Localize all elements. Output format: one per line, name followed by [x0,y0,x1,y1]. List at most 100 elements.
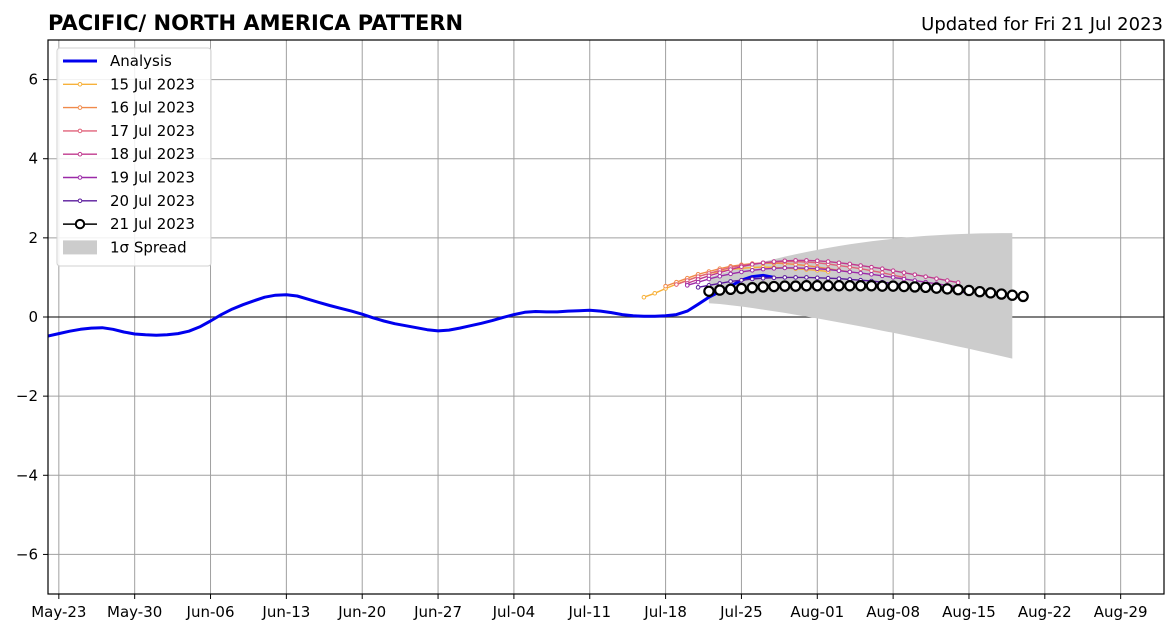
legend-label: 19 Jul 2023 [110,169,195,187]
legend-handle-marker [77,128,83,134]
forecast-point [847,269,853,275]
forecast-point [955,280,961,285]
plot-frame [47,39,1165,595]
current-forecast-point [876,280,888,292]
y-tick-label: 6 [28,71,38,89]
current-forecast-point [941,283,954,295]
forecast-point [717,270,723,275]
current-forecast-point [854,280,867,292]
current-forecast-point [963,284,975,297]
forecast-point [717,273,723,279]
legend-handle-marker [77,151,83,157]
forecast-line [676,260,905,286]
current-forecast-point [811,280,823,292]
forecast-point [869,271,874,277]
current-forecast-point [919,281,932,294]
x-tick-label: Aug-08 [866,603,920,621]
current-forecast-point [930,282,943,294]
forecast-point [771,266,777,271]
forecast-point [836,268,842,274]
forecast-point [890,268,896,274]
current-forecast-point [952,283,964,296]
forecast-point [923,274,928,279]
y-tick-label: −4 [16,466,38,484]
forecast-point [749,276,755,282]
forecast-series [684,258,961,286]
x-tick-label: Jul-18 [643,603,687,621]
forecast-point [825,267,831,272]
updated-date: Updated for Fri 21 Jul 2023 [921,14,1163,35]
forecast-point [739,277,744,283]
x-tick-label: Jun-27 [413,603,462,621]
current-forecast-point [822,280,834,292]
legend-handle-spread [63,240,97,255]
forecast-point [674,282,679,287]
forecast-point [739,269,744,275]
legend-handle-current-marker [74,218,86,230]
current-forecast-point [887,280,899,292]
y-tick-label: 2 [28,229,38,247]
legend-label: 18 Jul 2023 [110,145,195,163]
plot-series [48,233,1029,359]
forecast-point [814,275,820,281]
forecast-point [782,265,788,271]
forecast-point [901,276,907,282]
forecast-point [793,275,798,280]
forecast-point [825,275,831,281]
legend-label: 1σ Spread [110,238,187,256]
forecast-point [879,266,885,272]
forecast-point [652,290,658,296]
forecast-point [890,275,896,280]
forecast-point [695,279,701,285]
x-tick-label: Aug-01 [790,603,844,621]
forecast-point [760,260,766,266]
current-forecast-point [909,281,921,293]
legend-label: 16 Jul 2023 [110,99,195,117]
legend: Analysis 15 Jul 2023 16 Jul 2023 17 Jul 202… [56,47,212,267]
current-forecast-point [703,285,715,297]
forecast-point [728,267,733,272]
forecast-point [945,278,950,283]
current-forecast-point [789,280,802,292]
legend-handle-marker [77,175,83,180]
legend-label: Analysis [110,52,172,70]
legend-label: 21 Jul 2023 [110,215,195,233]
forecast-point [836,260,842,266]
x-tick-label: Jun-20 [337,603,386,621]
forecast-point [912,272,918,277]
forecast-point [760,266,766,272]
current-forecast-point [974,285,986,298]
current-forecast-point [1006,289,1019,301]
forecast-point [749,262,755,267]
forecast-point [684,283,690,288]
current-forecast-series [703,280,1029,303]
current-forecast-point [995,288,1008,300]
current-forecast-point [768,280,780,293]
forecast-point [771,259,777,264]
forecast-point [771,275,777,281]
forecast-point [879,273,885,279]
legend-handle-marker [77,105,83,110]
chart-title: PACIFIC/ NORTH AMERICA PATTERN [48,11,463,35]
x-tick-label: Aug-29 [1094,603,1148,621]
current-forecast-point [779,280,791,292]
forecast-point [814,266,820,272]
forecast-point [760,275,766,281]
forecast-point [825,259,831,264]
forecast-point [804,266,809,271]
forecast-point [793,258,798,263]
forecast-point [793,265,798,271]
x-tick-label: May-23 [31,603,86,621]
forecast-point [728,271,733,277]
current-forecast-point [984,287,997,299]
current-forecast-point [898,280,910,293]
x-tick-label: Aug-15 [942,603,996,621]
forecast-point [728,279,733,284]
forecast-point [804,275,809,280]
forecast-point [847,261,853,267]
legend-handle-marker [77,82,83,87]
legend-handle-marker [77,198,83,204]
current-forecast-point [746,282,758,294]
forecast-point [749,268,755,273]
